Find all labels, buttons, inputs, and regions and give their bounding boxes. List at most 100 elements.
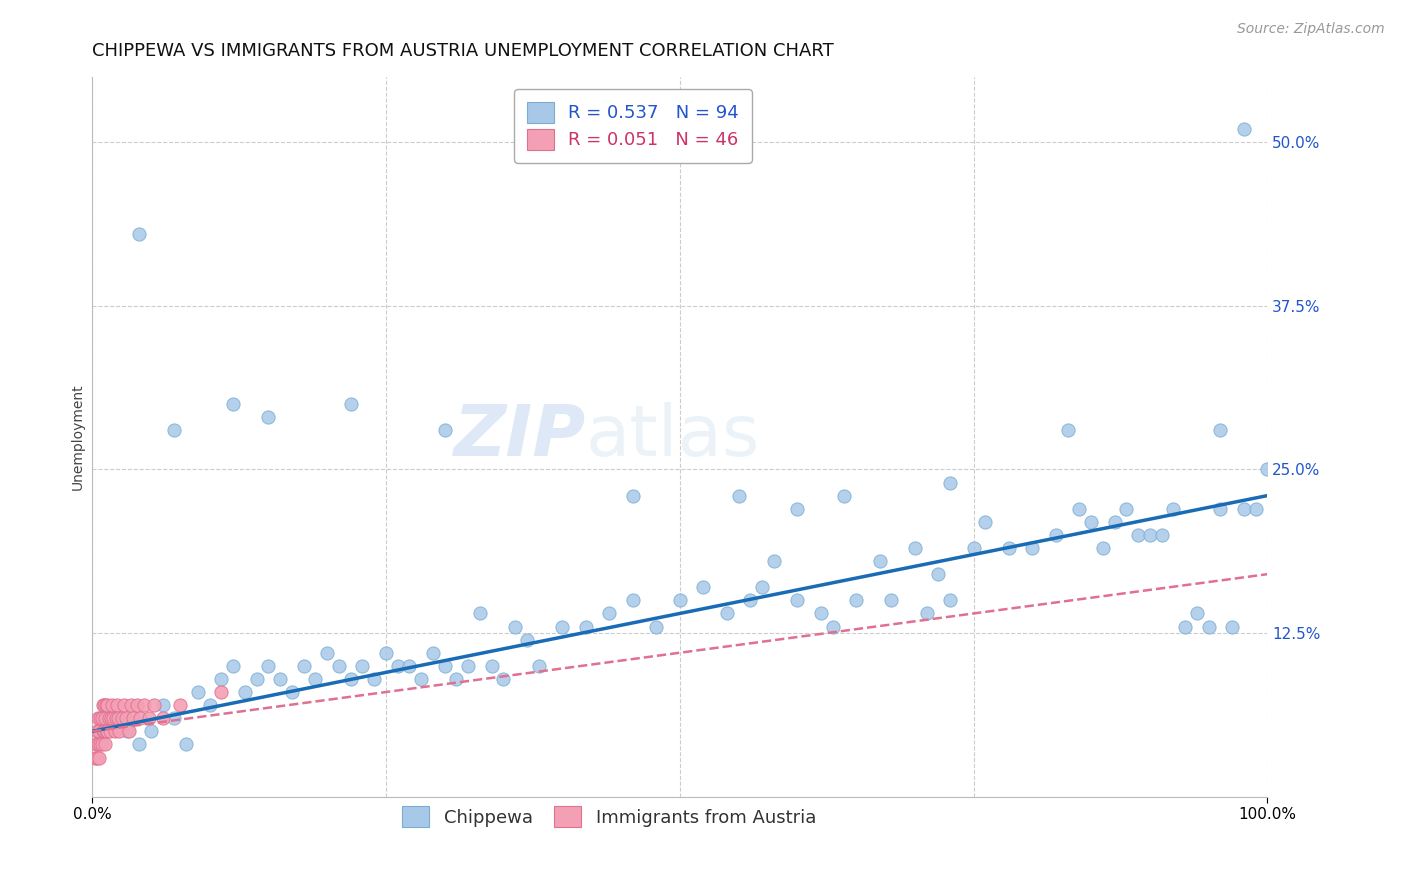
Point	[89, 724, 111, 739]
Point	[575, 619, 598, 633]
Point	[187, 685, 209, 699]
Point	[339, 397, 361, 411]
Point	[503, 619, 526, 633]
Point	[169, 698, 191, 712]
Point	[1150, 528, 1173, 542]
Point	[86, 724, 108, 739]
Point	[1198, 619, 1220, 633]
Point	[1069, 501, 1091, 516]
Point	[117, 724, 139, 739]
Point	[339, 672, 361, 686]
Point	[1139, 528, 1161, 542]
Point	[104, 711, 127, 725]
Point	[751, 580, 773, 594]
Point	[246, 672, 269, 686]
Point	[492, 672, 515, 686]
Point	[1126, 528, 1149, 542]
Point	[91, 698, 114, 712]
Point	[516, 632, 538, 647]
Point	[222, 658, 245, 673]
Point	[117, 724, 139, 739]
Point	[128, 227, 150, 241]
Point	[598, 607, 620, 621]
Point	[1104, 515, 1126, 529]
Point	[904, 541, 927, 555]
Point	[112, 698, 135, 712]
Point	[103, 711, 125, 725]
Point	[786, 593, 808, 607]
Point	[1209, 423, 1232, 437]
Point	[103, 724, 125, 739]
Point	[927, 567, 949, 582]
Point	[387, 658, 409, 673]
Point	[1021, 541, 1043, 555]
Point	[87, 738, 110, 752]
Point	[786, 501, 808, 516]
Point	[1233, 501, 1256, 516]
Point	[139, 724, 162, 739]
Point	[481, 658, 503, 673]
Point	[122, 711, 145, 725]
Point	[527, 658, 550, 673]
Point	[1163, 501, 1185, 516]
Point	[107, 711, 129, 725]
Point	[198, 698, 221, 712]
Point	[104, 711, 127, 725]
Point	[89, 711, 111, 725]
Point	[1045, 528, 1067, 542]
Point	[398, 658, 420, 673]
Point	[96, 698, 118, 712]
Point	[91, 724, 114, 739]
Legend: Chippewa, Immigrants from Austria: Chippewa, Immigrants from Austria	[395, 799, 824, 835]
Point	[115, 711, 138, 725]
Point	[821, 619, 844, 633]
Point	[1209, 501, 1232, 516]
Point	[129, 711, 152, 725]
Point	[974, 515, 997, 529]
Point	[138, 711, 160, 725]
Point	[1174, 619, 1197, 633]
Point	[292, 658, 315, 673]
Point	[422, 646, 444, 660]
Point	[269, 672, 291, 686]
Point	[93, 698, 115, 712]
Point	[211, 685, 233, 699]
Point	[125, 698, 148, 712]
Point	[1091, 541, 1114, 555]
Point	[233, 685, 256, 699]
Point	[152, 711, 174, 725]
Point	[132, 698, 155, 712]
Text: atlas: atlas	[586, 402, 761, 471]
Point	[110, 711, 132, 725]
Point	[621, 489, 644, 503]
Point	[1233, 122, 1256, 136]
Point	[87, 711, 110, 725]
Point	[727, 489, 749, 503]
Point	[716, 607, 738, 621]
Point	[645, 619, 668, 633]
Text: Source: ZipAtlas.com: Source: ZipAtlas.com	[1237, 22, 1385, 37]
Point	[1244, 501, 1267, 516]
Point	[96, 724, 118, 739]
Point	[84, 738, 107, 752]
Point	[90, 738, 112, 752]
Point	[1220, 619, 1243, 633]
Point	[1080, 515, 1102, 529]
Point	[83, 750, 105, 764]
Point	[668, 593, 690, 607]
Point	[810, 607, 832, 621]
Point	[468, 607, 491, 621]
Point	[163, 423, 186, 437]
Point	[86, 750, 108, 764]
Point	[89, 750, 111, 764]
Point	[143, 698, 166, 712]
Point	[446, 672, 468, 686]
Point	[281, 685, 304, 699]
Point	[257, 658, 280, 673]
Point	[939, 475, 962, 490]
Point	[997, 541, 1019, 555]
Point	[880, 593, 903, 607]
Point	[257, 410, 280, 425]
Point	[94, 711, 117, 725]
Point	[621, 593, 644, 607]
